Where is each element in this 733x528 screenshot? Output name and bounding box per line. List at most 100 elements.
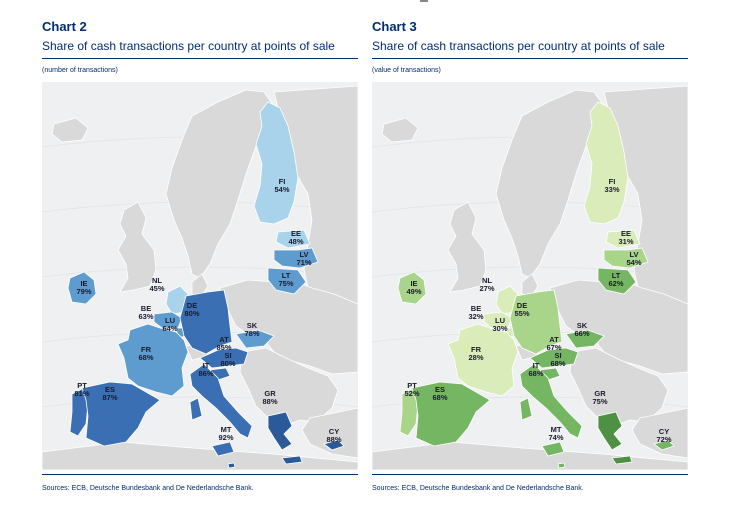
country-de — [509, 289, 563, 355]
country-code-label: IE — [80, 279, 87, 288]
unit-note: (number of transactions) — [42, 67, 118, 74]
country-value-label: 86% — [198, 369, 213, 378]
country-code-label: GR — [264, 389, 276, 398]
country-ie — [67, 271, 97, 305]
country-value-label: 33% — [604, 185, 619, 194]
country-lv — [603, 247, 649, 269]
background-land — [51, 117, 89, 143]
country-value-label: 28% — [468, 353, 483, 362]
country-fi — [253, 101, 299, 225]
country-sk — [565, 329, 605, 349]
country-code-label: FI — [609, 177, 616, 186]
country-value-label: 68% — [528, 369, 543, 378]
country-code-label: SI — [554, 351, 561, 360]
country-value-label: 74% — [548, 433, 563, 442]
country-value-label: 78% — [244, 329, 259, 338]
country-es — [411, 381, 491, 447]
country-value-label: 54% — [626, 258, 641, 267]
country-code-label: DE — [517, 301, 527, 310]
country-code-label: MT — [221, 425, 232, 434]
country-value-label: 48% — [288, 237, 303, 246]
country-value-label: 68% — [138, 353, 153, 362]
country-code-label: FR — [141, 345, 152, 354]
country-lv — [273, 247, 319, 269]
country-value-label: 27% — [479, 284, 494, 293]
country-value-label: 45% — [149, 284, 164, 293]
country-code-label: FR — [471, 345, 482, 354]
country-code-label: EE — [621, 229, 631, 238]
country-value-label: 66% — [574, 329, 589, 338]
country-value-label: 62% — [608, 279, 623, 288]
chart-subtitle: Share of cash transactions per country a… — [42, 39, 335, 53]
country-value-label: 32% — [468, 312, 483, 321]
country-code-label: BE — [471, 304, 481, 313]
background-land — [521, 273, 539, 297]
country-value-label: 75% — [592, 397, 607, 406]
divider — [372, 58, 688, 59]
country-value-label: 87% — [102, 393, 117, 402]
country-lt — [267, 267, 307, 295]
country-ie — [397, 271, 427, 305]
europe-map: FI 33% EE 31% LV 54% LT 62% NL 27% IE 49% BE 32% LU 30%… — [372, 82, 688, 470]
country-code-label: SK — [577, 321, 588, 330]
country-code-label: IE — [410, 279, 417, 288]
country-value-label: 75% — [278, 279, 293, 288]
country-value-label: 71% — [296, 258, 311, 267]
country-fi — [583, 101, 629, 225]
country-value-label: 68% — [550, 359, 565, 368]
chart-title: Chart 2 — [42, 19, 87, 34]
chart-panel-number: Chart 2 Share of cash transactions per c… — [42, 0, 358, 528]
country-code-label: AT — [549, 335, 559, 344]
divider — [372, 474, 688, 475]
country-value-label: 81% — [74, 389, 89, 398]
country-at — [199, 347, 249, 369]
country-code-label: CY — [329, 427, 339, 436]
divider — [42, 474, 358, 475]
country-code-label: DE — [187, 301, 197, 310]
country-code-label: IT — [533, 361, 540, 370]
country-sk — [235, 329, 275, 349]
country-mt — [557, 462, 566, 469]
background-land — [191, 273, 209, 297]
background-land — [495, 89, 605, 279]
country-value-label: 72% — [656, 435, 671, 444]
country-ee — [275, 229, 311, 249]
chart-subtitle: Share of cash transactions per country a… — [372, 39, 665, 53]
country-value-label: 63% — [138, 312, 153, 321]
country-value-label: 67% — [546, 343, 561, 352]
country-es — [81, 381, 161, 447]
country-cy — [653, 439, 675, 451]
background-land — [165, 89, 275, 279]
country-code-label: GR — [594, 389, 606, 398]
country-value-label: 80% — [184, 309, 199, 318]
country-value-label: 88% — [262, 397, 277, 406]
background-land — [42, 441, 358, 470]
country-value-label: 31% — [618, 237, 633, 246]
country-lt — [597, 267, 637, 295]
country-value-label: 85% — [216, 343, 231, 352]
country-ee — [605, 229, 641, 249]
divider — [42, 58, 358, 59]
background-land — [372, 441, 688, 470]
country-cy — [323, 439, 345, 451]
country-code-label: SK — [247, 321, 258, 330]
chart-panel-value: Chart 3 Share of cash transactions per c… — [372, 0, 688, 528]
country-code-label: PT — [77, 381, 87, 390]
country-code-label: NL — [152, 276, 162, 285]
country-fr — [447, 323, 519, 397]
country-code-label: ES — [105, 385, 115, 394]
country-code-label: LU — [165, 316, 175, 325]
country-gr — [267, 411, 303, 465]
country-value-label: 68% — [432, 393, 447, 402]
background-land — [447, 201, 487, 293]
country-code-label: ES — [435, 385, 445, 394]
country-code-label: LT — [282, 271, 291, 280]
country-code-label: SI — [224, 351, 231, 360]
europe-map: FI 54% EE 48% LV 71% LT 75% NL 45% IE 79% BE 63% LU 64%… — [42, 82, 358, 470]
source-note: Sources: ECB, Deutsche Bundesbank and De… — [372, 485, 584, 492]
country-code-label: LT — [612, 271, 621, 280]
country-mt — [227, 462, 236, 469]
country-code-label: NL — [482, 276, 492, 285]
country-code-label: IT — [203, 361, 210, 370]
country-at — [529, 347, 579, 369]
